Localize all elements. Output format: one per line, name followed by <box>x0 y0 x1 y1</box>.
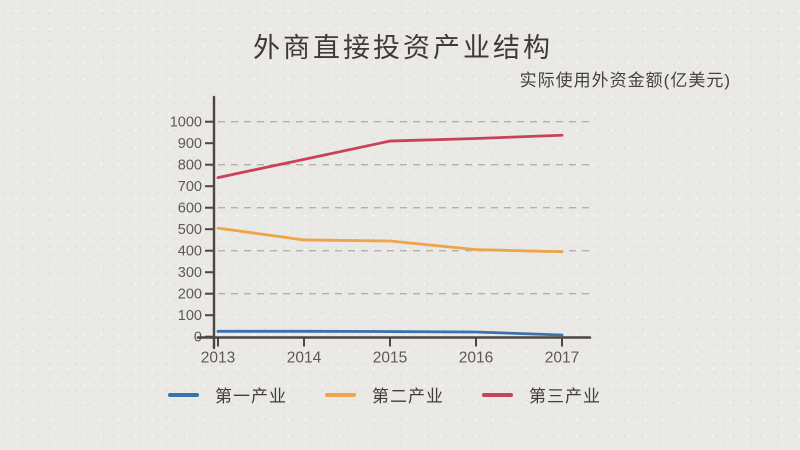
y-tick-label: 300 <box>178 265 202 281</box>
chart-subtitle: 实际使用外资金额(亿美元) <box>519 71 731 90</box>
series-line-2 <box>216 226 564 254</box>
x-tick-label: 2017 <box>545 350 579 367</box>
series-line-3 <box>216 133 564 180</box>
y-tick-label: 800 <box>178 158 202 174</box>
legend-line-swatch <box>168 392 199 397</box>
y-tick-label: 400 <box>178 244 202 260</box>
legend-label: 第二产业 <box>372 387 444 406</box>
chart-title: 外商直接投资产业结构 <box>253 33 553 63</box>
x-tick-label: 2016 <box>459 350 493 367</box>
y-tick-label: 700 <box>178 179 202 195</box>
x-tick-label: 2015 <box>373 350 407 367</box>
x-tick-label: 2014 <box>287 350 322 367</box>
y-tick-label: 500 <box>178 222 202 238</box>
y-tick-label: 900 <box>178 136 202 152</box>
y-tick-label: 200 <box>178 287 202 303</box>
legend-label: 第三产业 <box>529 387 601 406</box>
legend-line-swatch <box>482 392 513 397</box>
y-tick-label: 1000 <box>170 115 202 131</box>
legend-label: 第一产业 <box>215 387 287 406</box>
legend-line-swatch <box>325 392 356 397</box>
chart-legend: 第一产业 第二产业 第三产业 <box>168 382 601 407</box>
y-tick-label: 600 <box>178 201 202 217</box>
y-tick-label: 100 <box>178 308 202 324</box>
x-tick-label: 2013 <box>201 350 235 367</box>
legend-item: 第三产业 <box>482 382 601 407</box>
legend-item: 第一产业 <box>168 382 287 407</box>
legend-item: 第二产业 <box>325 382 444 407</box>
series-line-1 <box>216 329 564 337</box>
